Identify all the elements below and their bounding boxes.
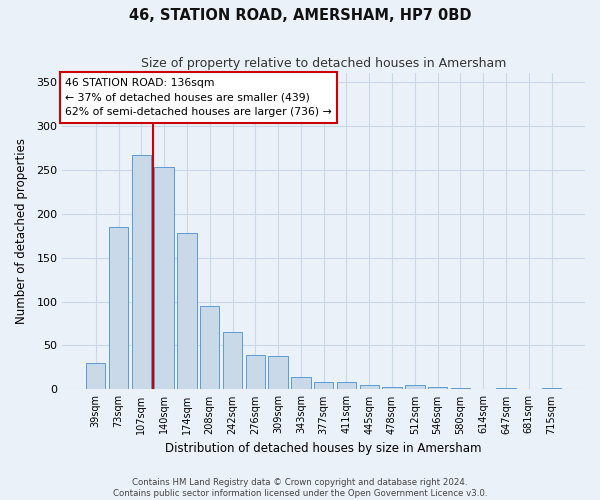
- Bar: [428, 387, 447, 390]
- Text: 46, STATION ROAD, AMERSHAM, HP7 0BD: 46, STATION ROAD, AMERSHAM, HP7 0BD: [129, 8, 471, 22]
- Bar: [223, 332, 242, 390]
- Bar: [542, 388, 561, 390]
- Bar: [405, 385, 425, 390]
- Bar: [268, 356, 288, 390]
- Text: 46 STATION ROAD: 136sqm
← 37% of detached houses are smaller (439)
62% of semi-d: 46 STATION ROAD: 136sqm ← 37% of detache…: [65, 78, 332, 118]
- Bar: [291, 377, 311, 390]
- Title: Size of property relative to detached houses in Amersham: Size of property relative to detached ho…: [141, 58, 506, 70]
- Bar: [245, 355, 265, 390]
- Y-axis label: Number of detached properties: Number of detached properties: [15, 138, 28, 324]
- Text: Contains HM Land Registry data © Crown copyright and database right 2024.
Contai: Contains HM Land Registry data © Crown c…: [113, 478, 487, 498]
- Bar: [496, 388, 515, 390]
- X-axis label: Distribution of detached houses by size in Amersham: Distribution of detached houses by size …: [166, 442, 482, 455]
- Bar: [109, 227, 128, 390]
- Bar: [359, 385, 379, 390]
- Bar: [86, 363, 106, 390]
- Bar: [177, 233, 197, 390]
- Bar: [314, 382, 334, 390]
- Bar: [337, 382, 356, 390]
- Bar: [451, 388, 470, 390]
- Bar: [382, 387, 402, 390]
- Bar: [200, 306, 220, 390]
- Bar: [154, 167, 174, 390]
- Bar: [131, 155, 151, 390]
